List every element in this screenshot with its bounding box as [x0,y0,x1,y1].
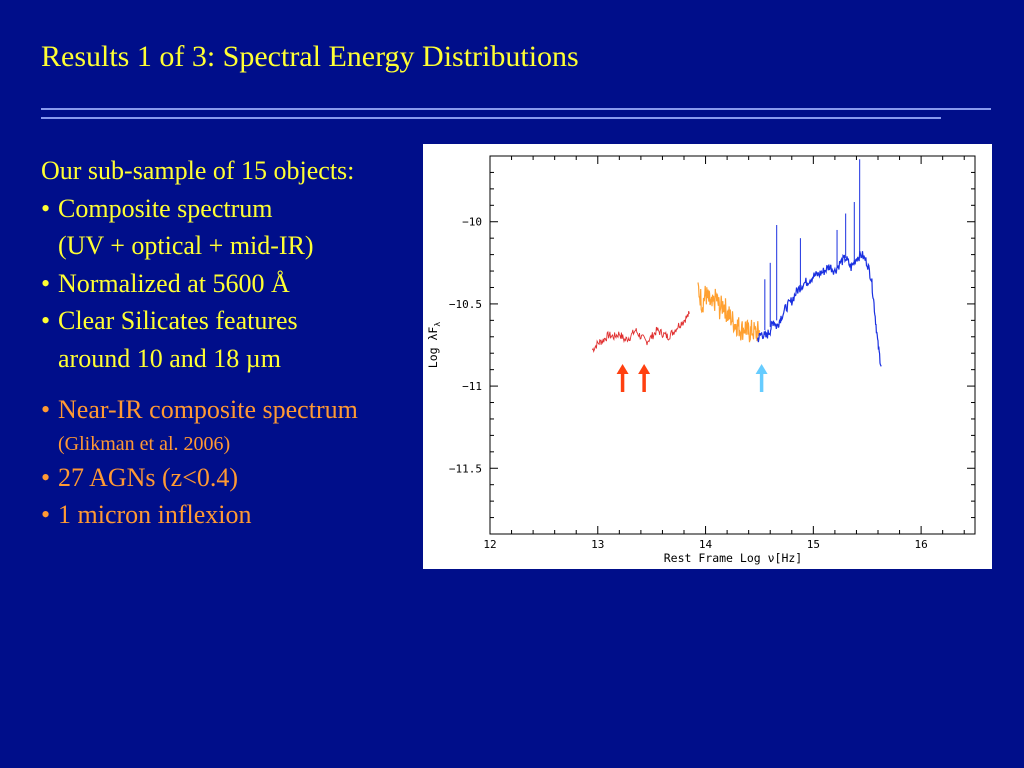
x-tick-label: 12 [483,538,496,551]
bullet-item: • Normalized at 5600 Å [41,265,431,303]
slide-title: Results 1 of 3: Spectral Energy Distribu… [41,40,579,73]
bullet-continuation: around 10 and 18 µm [58,343,281,373]
bullet-item: • 1 micron inflexion [41,496,431,534]
marker-layer [616,364,768,392]
x-tick-label: 16 [914,538,927,551]
feature-arrow-head [755,364,768,374]
bullet-text: Near-IR composite spectrum [58,395,358,424]
bullet-list: Our sub-sample of 15 objects: • Composite… [41,152,431,534]
y-axis-label: Log λFλ [426,322,442,369]
bullet-marker: • [41,395,51,424]
bullet-marker: • [41,500,51,529]
sed-chart: 12 13 14 15 16 −10 −10.5 −11 −11.5 Rest Frame Lo… [423,144,992,569]
y-tick-label: −10 [462,216,482,229]
bullet-item: • Near-IR composite spectrum [41,391,431,429]
y-tick-label: −11.5 [449,462,482,475]
bullet-marker: • [41,193,51,223]
bullet-text: Clear Silicates features [58,306,298,335]
y-tick-label: −10.5 [449,298,482,311]
feature-arrow-head [638,364,651,374]
title-rule-bottom [41,117,941,119]
bullet-text: Composite spectrum [58,193,273,223]
bullet-item: • Clear Silicates features [41,302,431,340]
x-axis-label: Rest Frame Log ν[Hz] [664,551,802,565]
series-layer [591,159,882,367]
bullet-item: • 27 AGNs (z<0.4) [41,459,431,497]
title-rule-top [41,108,991,110]
bullet-continuation: (UV + optical + mid-IR) [58,231,314,260]
series-line [697,282,760,343]
bullet-reference: (Glikman et al. 2006) [58,432,231,455]
x-tick-label: 13 [591,538,604,551]
bullet-item: • Composite spectrum [41,190,431,228]
plot-frame [489,155,976,535]
x-tick-label: 15 [807,538,820,551]
series-line [756,250,882,367]
bullet-marker: • [41,268,51,298]
series-line [591,310,690,353]
bullet-text: Normalized at 5600 Å [58,268,290,298]
intro-text: Our sub-sample of 15 objects: [41,156,355,185]
sed-chart-svg: 12 13 14 15 16 −10 −10.5 −11 −11.5 Rest Frame Lo… [426,155,976,565]
bullet-marker: • [41,306,51,335]
feature-arrow-head [616,364,629,374]
y-tick-label: −11 [462,380,482,393]
x-tick-label: 14 [699,538,713,551]
bullet-marker: • [41,462,51,492]
axis-ticks: 12 13 14 15 16 −10 −10.5 −11 −11.5 [449,155,975,551]
bullet-text: 1 micron inflexion [58,500,252,529]
bullet-text: 27 AGNs (z<0.4) [58,462,239,492]
